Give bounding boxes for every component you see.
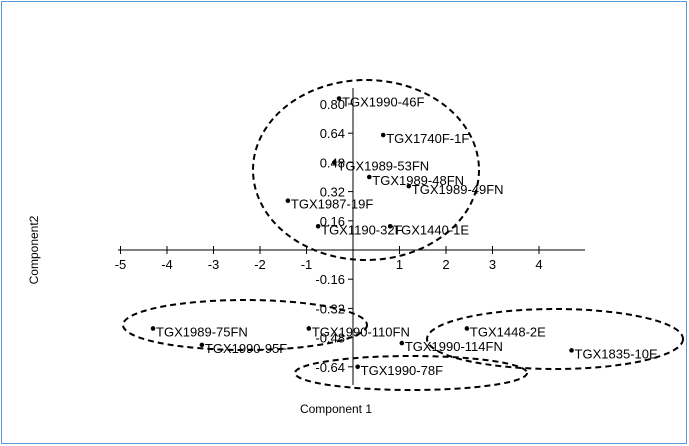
x-tick-label: -4 bbox=[161, 257, 173, 272]
point-label: TGX1990-78F bbox=[361, 363, 443, 378]
data-point bbox=[336, 96, 342, 101]
point-label: TGX1190-32F bbox=[321, 222, 402, 237]
y-tick-label: 0.32 bbox=[320, 185, 345, 200]
point-label: TGX1440-1E bbox=[393, 222, 469, 237]
data-point bbox=[380, 132, 386, 138]
data-point bbox=[285, 198, 291, 204]
y-tick-label: -0.48 bbox=[315, 331, 345, 346]
point-label: TGX1989-49FN bbox=[412, 182, 504, 197]
point-label: TGX1989-75FN bbox=[156, 324, 248, 339]
point-label: TGX1990-95F bbox=[205, 341, 287, 356]
y-tick-label: 0.16 bbox=[320, 214, 345, 229]
cluster-ellipse-4 bbox=[294, 355, 528, 391]
data-point bbox=[464, 326, 470, 331]
point-label: TGX1990-110FN bbox=[312, 324, 410, 339]
data-point bbox=[306, 326, 312, 331]
y-tick-label: -0.16 bbox=[315, 272, 345, 287]
y-tick-label: 0.64 bbox=[320, 126, 345, 141]
point-label: TGX1990-46F bbox=[342, 95, 424, 110]
y-tick-label: -0.64 bbox=[315, 360, 345, 375]
data-point bbox=[569, 348, 574, 353]
data-point bbox=[199, 342, 205, 348]
x-tick-label: -3 bbox=[208, 257, 220, 272]
x-tick-label: -5 bbox=[115, 257, 127, 272]
point-label: TGX1448-2E bbox=[470, 324, 546, 339]
x-axis-label: Component 1 bbox=[300, 402, 372, 416]
x-tick-label: -1 bbox=[301, 257, 313, 272]
data-point bbox=[355, 364, 360, 370]
data-point bbox=[150, 326, 156, 331]
x-tick-label: 2 bbox=[442, 257, 449, 272]
cluster-ellipse-1 bbox=[252, 79, 480, 261]
point-label: TGX1990-114FN bbox=[405, 339, 503, 354]
x-tick-label: 3 bbox=[489, 257, 496, 272]
data-point bbox=[387, 223, 393, 229]
y-axis-label: Component2 bbox=[27, 215, 41, 284]
point-label: TGX1987-19F bbox=[291, 197, 373, 212]
data-point bbox=[399, 340, 405, 346]
x-tick-label: -2 bbox=[254, 257, 266, 272]
data-point bbox=[315, 223, 321, 229]
data-point bbox=[406, 183, 412, 189]
point-label: TGX1989-53FN bbox=[337, 158, 429, 173]
point-label: TGX1989-48FN bbox=[372, 173, 464, 188]
x-tick-label: 1 bbox=[396, 257, 403, 272]
cluster-ellipse-3 bbox=[426, 308, 684, 370]
point-label: TGX1740F-1F bbox=[386, 131, 469, 146]
data-point bbox=[366, 174, 372, 180]
y-tick-label: -0.32 bbox=[315, 301, 345, 316]
point-label: TGX1835-10E bbox=[575, 346, 658, 361]
x-tick-label: 4 bbox=[535, 257, 542, 272]
cluster-ellipse-2 bbox=[122, 299, 368, 351]
data-point bbox=[332, 160, 337, 165]
